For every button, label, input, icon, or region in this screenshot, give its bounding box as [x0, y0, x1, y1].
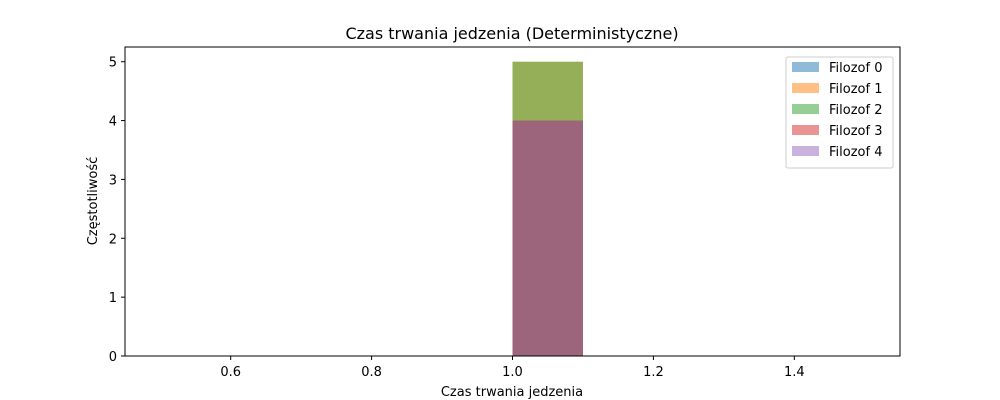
x-tick-label: 1.4	[784, 365, 805, 380]
y-axis-ticks: 0 1 2 3 4 5	[109, 56, 125, 365]
legend-label: Filozof 3	[829, 124, 882, 139]
legend: Filozof 0 Filozof 1 Filozof 2 Filozof 3 Filo…	[785, 56, 894, 169]
y-tick-label: 5	[109, 56, 117, 71]
y-tick-label: 3	[109, 173, 117, 188]
bars-group	[512, 61, 583, 356]
x-tick-label: 0.6	[220, 365, 241, 380]
y-tick-label: 0	[109, 350, 117, 365]
legend-label: Filozof 2	[829, 103, 882, 118]
x-tick-label: 1.0	[502, 365, 523, 380]
legend-swatch	[792, 104, 819, 114]
x-axis-label: Czas trwania jedzenia	[441, 385, 583, 400]
legend-swatch	[792, 62, 819, 72]
chart-title: Czas trwania jedzenia (Deterministyczne)	[345, 24, 678, 43]
y-tick-label: 1	[109, 291, 117, 306]
x-tick-label: 1.2	[643, 365, 664, 380]
y-tick-label: 2	[109, 232, 117, 247]
x-tick-label: 0.8	[361, 365, 382, 380]
legend-swatch	[792, 146, 819, 156]
legend-label: Filozof 0	[829, 61, 882, 76]
bar-filozof-4	[512, 120, 583, 356]
y-tick-label: 4	[109, 115, 117, 130]
legend-label: Filozof 1	[829, 82, 882, 97]
x-axis-ticks: 0.6 0.8 1.0 1.2 1.4	[220, 356, 805, 380]
legend-swatch	[792, 125, 819, 135]
legend-swatch	[792, 83, 819, 93]
legend-label: Filozof 4	[829, 145, 882, 160]
y-axis-label: Częstotliwość	[86, 157, 101, 246]
